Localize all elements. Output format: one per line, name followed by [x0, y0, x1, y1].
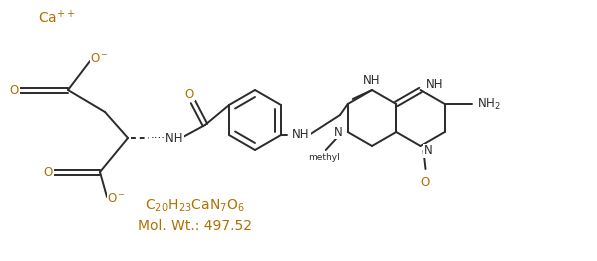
- Text: methyl: methyl: [308, 152, 340, 162]
- Text: Ca$^{++}$: Ca$^{++}$: [38, 9, 76, 27]
- Text: N: N: [424, 145, 433, 157]
- Text: NH$_2$: NH$_2$: [477, 97, 501, 111]
- Text: N: N: [333, 126, 342, 139]
- Text: O: O: [44, 165, 53, 179]
- Text: O: O: [421, 175, 430, 188]
- Text: ····NH: ····NH: [151, 132, 183, 145]
- Text: Mol. Wt.: 497.52: Mol. Wt.: 497.52: [138, 219, 252, 233]
- Text: O$^-$: O$^-$: [107, 193, 127, 205]
- Text: O$^-$: O$^-$: [91, 52, 109, 66]
- Text: NH: NH: [292, 128, 310, 141]
- Text: C$_{20}$H$_{23}$CaN$_{7}$O$_{6}$: C$_{20}$H$_{23}$CaN$_{7}$O$_{6}$: [145, 198, 245, 214]
- Text: O: O: [184, 87, 193, 100]
- Text: NH: NH: [363, 74, 381, 86]
- Text: O: O: [10, 84, 19, 97]
- Text: NH: NH: [426, 79, 443, 92]
